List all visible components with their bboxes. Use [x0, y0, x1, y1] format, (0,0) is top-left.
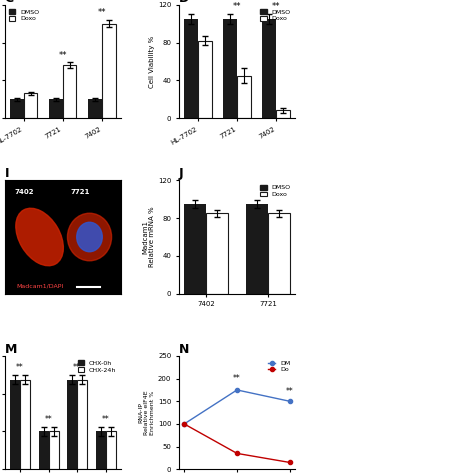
Text: C: C — [5, 0, 14, 5]
Bar — [268, 213, 290, 294]
Bar — [49, 99, 63, 118]
Legend: DM, Do: DM, Do — [267, 359, 292, 374]
Bar — [48, 431, 58, 469]
Bar — [106, 431, 116, 469]
Y-axis label: RNA-IP
Relative eIF4E
Enrichment %: RNA-IP Relative eIF4E Enrichment % — [138, 390, 155, 435]
Legend: DMSO, Doxo: DMSO, Doxo — [259, 183, 292, 198]
Bar — [184, 19, 198, 118]
Bar — [102, 24, 116, 118]
Text: **: ** — [16, 363, 24, 372]
Text: **: ** — [73, 363, 81, 372]
Bar — [263, 19, 276, 118]
Text: D: D — [179, 0, 189, 5]
Text: **: ** — [233, 2, 241, 11]
Do — [287, 460, 292, 465]
Y-axis label: Cell Viability %: Cell Viability % — [149, 35, 155, 88]
Ellipse shape — [67, 213, 111, 261]
Text: **: ** — [59, 51, 67, 60]
Do — [234, 451, 240, 456]
Bar — [237, 75, 251, 118]
Text: **: ** — [102, 415, 109, 424]
DM — [287, 399, 292, 404]
Bar — [184, 204, 206, 294]
Legend: DMSO, Doxo: DMSO, Doxo — [259, 8, 292, 23]
Bar — [198, 41, 211, 118]
Line: Do: Do — [182, 422, 292, 465]
Bar — [67, 380, 77, 469]
Text: **: ** — [286, 387, 294, 396]
Text: N: N — [179, 343, 189, 356]
Bar — [276, 110, 290, 118]
DM — [234, 387, 240, 393]
Bar — [96, 431, 106, 469]
Text: Madcam1/DAPI: Madcam1/DAPI — [16, 284, 63, 289]
Ellipse shape — [77, 222, 102, 252]
Bar — [10, 380, 20, 469]
Bar — [24, 93, 37, 118]
Text: 7402: 7402 — [14, 189, 34, 195]
Bar — [10, 99, 24, 118]
Bar — [88, 99, 102, 118]
Do — [182, 421, 187, 427]
Y-axis label: Madcam1
Relative mRNA %: Madcam1 Relative mRNA % — [142, 207, 155, 267]
Text: **: ** — [45, 415, 53, 424]
Text: 7721: 7721 — [71, 189, 91, 195]
Text: **: ** — [233, 374, 241, 383]
Text: **: ** — [272, 2, 280, 11]
DM — [182, 421, 187, 427]
Line: DM: DM — [182, 388, 292, 426]
Bar — [20, 380, 30, 469]
Bar — [246, 204, 268, 294]
Bar — [206, 213, 228, 294]
Text: M: M — [5, 343, 17, 356]
Text: I: I — [5, 167, 9, 180]
Bar — [77, 380, 87, 469]
Ellipse shape — [16, 208, 64, 266]
Text: J: J — [179, 167, 183, 180]
Bar — [63, 65, 76, 118]
Bar — [38, 431, 48, 469]
Legend: DMSO, Doxo: DMSO, Doxo — [8, 8, 41, 23]
Legend: CHX-0h, CHX-24h: CHX-0h, CHX-24h — [77, 359, 118, 374]
Bar — [223, 19, 237, 118]
Text: **: ** — [98, 8, 106, 17]
